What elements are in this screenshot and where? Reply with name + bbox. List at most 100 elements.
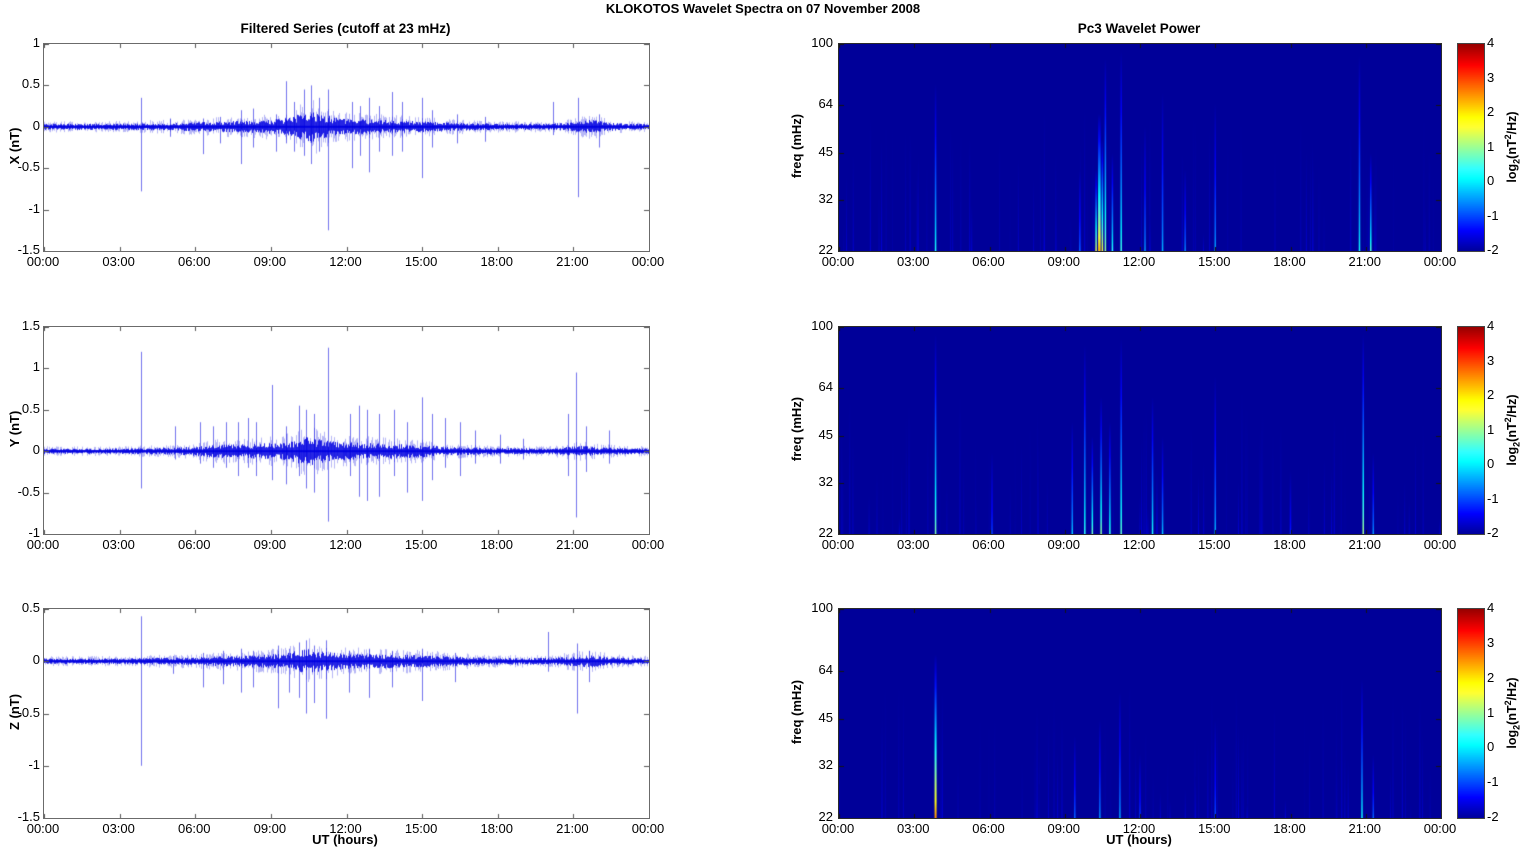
y-tick-label: 0 [32, 652, 40, 668]
y-tick-label: 0.5 [21, 76, 40, 92]
x-tick-label: 03:00 [102, 537, 135, 552]
x-tick-label: 06:00 [177, 821, 211, 836]
x-tick-label: 06:00 [972, 254, 1005, 269]
x-tick-label: 12:00 [1122, 537, 1156, 552]
colorbar-tick-label: 0 [1487, 456, 1495, 471]
x-tick-label: 21:00 [1348, 821, 1382, 836]
x-tick-label: 06:00 [972, 821, 1005, 836]
freq-tick-label: 100 [811, 318, 833, 333]
x-tick-label: 09:00 [253, 821, 287, 836]
filtered-series-title: Filtered Series (cutoff at 23 mHz) [240, 21, 451, 36]
x-tick-label: 18:00 [1273, 537, 1306, 552]
x-tick-label: 21:00 [556, 254, 589, 269]
freq-tick-label: 100 [811, 600, 833, 615]
x-tick-label: 03:00 [102, 821, 135, 836]
y-tick-label: 1 [32, 35, 40, 50]
colorbar-tick-label: 0 [1487, 739, 1495, 755]
x-tick-label: 00:00 [1423, 254, 1457, 269]
colorbar-tick-label: 2 [1487, 669, 1495, 685]
y-tick-label: 0.5 [21, 400, 40, 416]
freq-tick-label: 64 [818, 661, 833, 677]
x-tick-label: 00:00 [1423, 537, 1457, 552]
colorbar-x [1457, 43, 1485, 252]
freq-tick-label: 32 [818, 190, 833, 206]
x-tick-label: 03:00 [896, 821, 930, 836]
freq-tick-label: 32 [818, 473, 833, 489]
colorbar-z [1457, 608, 1485, 819]
colorbar-tick-label: 1 [1487, 704, 1495, 720]
colorbar-tick-label: 2 [1487, 387, 1495, 402]
x-tick-label: 15:00 [1197, 537, 1231, 552]
y-tick-label: -0.5 [17, 159, 40, 175]
colorbar-tick-label: 3 [1487, 352, 1495, 368]
y-tick-label: 0 [32, 442, 40, 458]
x-tick-label: 00:00 [26, 537, 60, 552]
freq-tick-label: 22 [818, 809, 833, 824]
x-tick-label: 00:00 [26, 821, 60, 836]
freq-tick-label: 64 [818, 96, 833, 111]
z-wavelet-canvas [839, 609, 1441, 818]
y-wavelet-canvas [839, 327, 1441, 534]
x-tick-label: 18:00 [480, 537, 514, 552]
freq-tick-label: 22 [818, 242, 833, 257]
colorbar-y [1457, 326, 1485, 535]
x-tick-label: 09:00 [1047, 537, 1081, 552]
freq-tick-label: 45 [818, 710, 833, 726]
x-tick-label: 21:00 [556, 537, 589, 552]
x-tick-label: 03:00 [896, 254, 930, 269]
cb-label-sub: 2 [1511, 724, 1522, 730]
x-tick-label: 12:00 [329, 254, 362, 269]
x-tick-label: 09:00 [253, 254, 287, 269]
x-tick-label: 15:00 [404, 254, 438, 269]
x-series-canvas [44, 44, 649, 251]
y-tick-label: 0.5 [21, 600, 40, 615]
colorbar-z-canvas [1458, 609, 1484, 818]
y-tick-label: 1 [32, 359, 40, 375]
x-tick-label: 06:00 [177, 537, 211, 552]
freq-tick-label: 100 [811, 35, 833, 50]
x-tick-label: 00:00 [821, 821, 855, 836]
x-series-plot [43, 43, 650, 252]
y-wavelet-plot [838, 326, 1442, 535]
colorbar-x-canvas [1458, 44, 1484, 251]
x-tick-label: 09:00 [1047, 254, 1081, 269]
x-tick-label: 00:00 [631, 254, 665, 269]
colorbar-tick-label: -2 [1487, 242, 1499, 257]
x-tick-label: 00:00 [26, 254, 60, 269]
x-tick-label: 21:00 [1348, 254, 1382, 269]
colorbar-tick-label: 4 [1487, 35, 1495, 50]
colorbar-tick-label: 3 [1487, 634, 1495, 650]
freq-tick-label: 32 [818, 757, 833, 773]
y-tick-label: -1 [28, 525, 40, 540]
colorbar-tick-label: -1 [1487, 490, 1499, 506]
colorbar-tick-label: 1 [1487, 138, 1495, 154]
z-series-canvas [44, 609, 649, 818]
figure-title: KLOKOTOS Wavelet Spectra on 07 November … [605, 1, 921, 16]
y-series-plot [43, 326, 650, 535]
x-tick-label: 03:00 [896, 537, 930, 552]
x-tick-label: 18:00 [1273, 821, 1306, 836]
x-wavelet-plot [838, 43, 1442, 252]
y-tick-label: -1.5 [17, 242, 40, 257]
colorbar-tick-label: 0 [1487, 173, 1495, 188]
ut-hours-label-left: UT (hours) [312, 832, 378, 847]
colorbar-tick-label: -2 [1487, 525, 1499, 540]
colorbar-tick-label: 4 [1487, 600, 1495, 615]
colorbar-tick-label: -1 [1487, 774, 1499, 790]
colorbar-y-canvas [1458, 327, 1484, 534]
colorbar-tick-label: 3 [1487, 69, 1495, 85]
x-tick-label: 15:00 [404, 821, 438, 836]
colorbar-tick-label: 1 [1487, 421, 1495, 437]
y-series-canvas [44, 327, 649, 534]
freq-tick-label: 64 [818, 379, 833, 394]
y-tick-label: 0 [32, 117, 40, 133]
y-tick-label: -1 [28, 200, 40, 216]
x-tick-label: 06:00 [972, 537, 1005, 552]
wavelet-power-title: Pc3 Wavelet Power [1077, 21, 1201, 36]
x-tick-label: 09:00 [1047, 821, 1081, 836]
y-tick-label: 1.5 [21, 318, 40, 333]
z-wavelet-plot [838, 608, 1442, 819]
x-tick-label: 15:00 [404, 537, 438, 552]
colorbar-tick-label: 2 [1487, 104, 1495, 119]
